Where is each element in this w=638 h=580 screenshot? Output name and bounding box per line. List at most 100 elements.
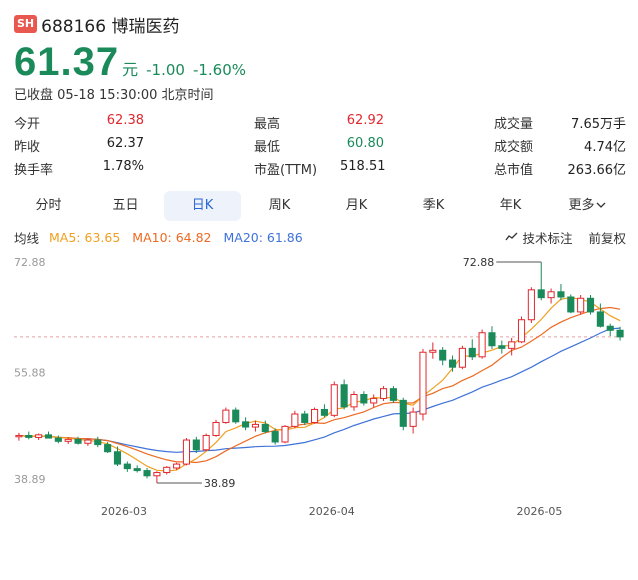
candle-body bbox=[281, 425, 289, 443]
candle-body bbox=[360, 394, 368, 404]
candle-body bbox=[320, 408, 328, 416]
y-tick-label: 72.88 bbox=[14, 256, 46, 269]
candle-body bbox=[202, 434, 210, 451]
stat-label: 最高 bbox=[254, 117, 281, 132]
candle-body bbox=[232, 409, 240, 423]
candle-body bbox=[94, 439, 102, 446]
min-price-label: 38.89 bbox=[204, 477, 236, 490]
candle-body bbox=[577, 297, 585, 313]
stat-value: 7.65万手 bbox=[571, 117, 626, 132]
candle-body bbox=[301, 413, 309, 423]
candle-body bbox=[64, 438, 72, 442]
candle-body bbox=[153, 472, 161, 477]
candle-body bbox=[173, 463, 181, 469]
candle-body bbox=[606, 325, 614, 331]
candle-body bbox=[370, 397, 378, 404]
candle-body bbox=[261, 423, 269, 433]
candle-body bbox=[586, 297, 595, 313]
candle-body bbox=[439, 349, 447, 361]
stats-table: 今开 62.38 最高 62.92 成交量 7.65万手 昨收 62.37 最低 60.8… bbox=[14, 111, 626, 180]
tab-yearly-k[interactable]: 年K bbox=[499, 198, 522, 213]
stat-label: 换手率 bbox=[14, 163, 54, 178]
candle-body bbox=[192, 439, 200, 451]
tab-monthly-k[interactable]: 月K bbox=[345, 198, 368, 213]
tab-weekly-k[interactable]: 周K bbox=[268, 198, 291, 213]
ma20-line bbox=[18, 327, 621, 453]
trend-icon bbox=[505, 230, 518, 245]
candle-body bbox=[182, 439, 191, 465]
x-tick-label: 2026-05 bbox=[516, 505, 562, 518]
candle-body bbox=[517, 319, 526, 343]
stat-label: 最低 bbox=[254, 140, 281, 155]
tech-annotation-button[interactable]: 技术标注 bbox=[489, 228, 572, 247]
tab-more[interactable]: 更多 bbox=[549, 191, 626, 221]
candle-body bbox=[547, 291, 555, 299]
candle-body bbox=[271, 431, 279, 443]
candle-body bbox=[25, 434, 33, 438]
candle-body bbox=[468, 347, 476, 358]
market-status: 已收盘 05-18 15:30:00 北京时间 bbox=[14, 88, 214, 103]
stat-value: 1.78% bbox=[102, 159, 144, 174]
candle-body bbox=[478, 332, 486, 358]
candle-body bbox=[488, 332, 496, 347]
candle-body bbox=[311, 408, 319, 423]
tab-quarterly-k[interactable]: 季K bbox=[422, 198, 445, 213]
candle-body bbox=[123, 463, 131, 470]
candle-body bbox=[458, 347, 466, 368]
candle-body bbox=[222, 409, 230, 423]
tab-intraday[interactable]: 分时 bbox=[35, 198, 62, 213]
max-price-label: 72.88 bbox=[463, 256, 495, 269]
market-badge: SH bbox=[14, 15, 38, 33]
current-price: 61.37 bbox=[14, 40, 120, 84]
stats-row: 换手率 1.78% 市盈(TTM) 518.51 总市值 263.66亿 bbox=[14, 157, 626, 180]
candle-body bbox=[537, 289, 545, 299]
price-unit: 元 bbox=[122, 60, 139, 79]
kline-chart[interactable]: 72.88 55.88 38.89 72.88 38.89 2026-03 2026-04 2… bbox=[0, 250, 638, 525]
tab-five-day[interactable]: 五日 bbox=[112, 198, 139, 213]
candle-body bbox=[448, 359, 457, 368]
y-tick-label: 38.89 bbox=[14, 473, 46, 486]
candle-body bbox=[84, 439, 92, 444]
candle-body bbox=[251, 423, 259, 428]
ma10-value: MA10: 64.82 bbox=[132, 229, 212, 245]
candle-body bbox=[44, 434, 53, 439]
tech-annotation-label: 技术标注 bbox=[522, 230, 573, 246]
tab-more-label: 更多 bbox=[568, 198, 595, 213]
x-tick-label: 2026-04 bbox=[309, 505, 355, 518]
stock-header: SH 688166 博瑞医药 bbox=[14, 12, 180, 37]
stat-label: 今开 bbox=[14, 117, 41, 132]
candle-body bbox=[54, 437, 62, 442]
candle-body bbox=[242, 421, 250, 428]
candle-body bbox=[330, 384, 338, 416]
ma5-value: MA5: 63.65 bbox=[49, 229, 121, 245]
quote-row: 61.37 元 -1.00 -1.60% bbox=[14, 40, 254, 85]
adjust-button[interactable]: 前复权 bbox=[588, 230, 626, 246]
candle-body bbox=[113, 451, 122, 465]
candle-body bbox=[399, 399, 407, 427]
stat-value: 263.66亿 bbox=[567, 163, 627, 178]
stat-label: 市盈(TTM) bbox=[254, 163, 318, 178]
candle-body bbox=[508, 341, 516, 349]
candle-body bbox=[133, 468, 141, 472]
y-tick-label: 55.88 bbox=[14, 367, 46, 380]
candle-body bbox=[163, 466, 171, 474]
candle-body bbox=[389, 388, 397, 401]
tab-daily-k[interactable]: 日K bbox=[164, 191, 241, 221]
stock-title: 688166 博瑞医药 bbox=[41, 16, 180, 37]
stat-value: 62.38 bbox=[106, 113, 144, 128]
ma-label: 均线 bbox=[14, 230, 40, 246]
candle-body bbox=[340, 384, 348, 408]
x-tick-label: 2026-03 bbox=[101, 505, 147, 518]
candle-body bbox=[380, 388, 388, 399]
candle-body bbox=[429, 349, 437, 353]
stat-value: 518.51 bbox=[340, 159, 386, 174]
candle-body bbox=[212, 421, 220, 436]
stat-value: 62.37 bbox=[106, 136, 144, 151]
candle-body bbox=[291, 413, 299, 427]
candle-body bbox=[15, 434, 23, 438]
price-change: -1.00 bbox=[146, 61, 185, 79]
stat-label: 成交额 bbox=[494, 140, 534, 155]
candle-body bbox=[104, 444, 112, 453]
candle-body bbox=[419, 351, 427, 415]
stat-value: 62.92 bbox=[346, 113, 384, 128]
